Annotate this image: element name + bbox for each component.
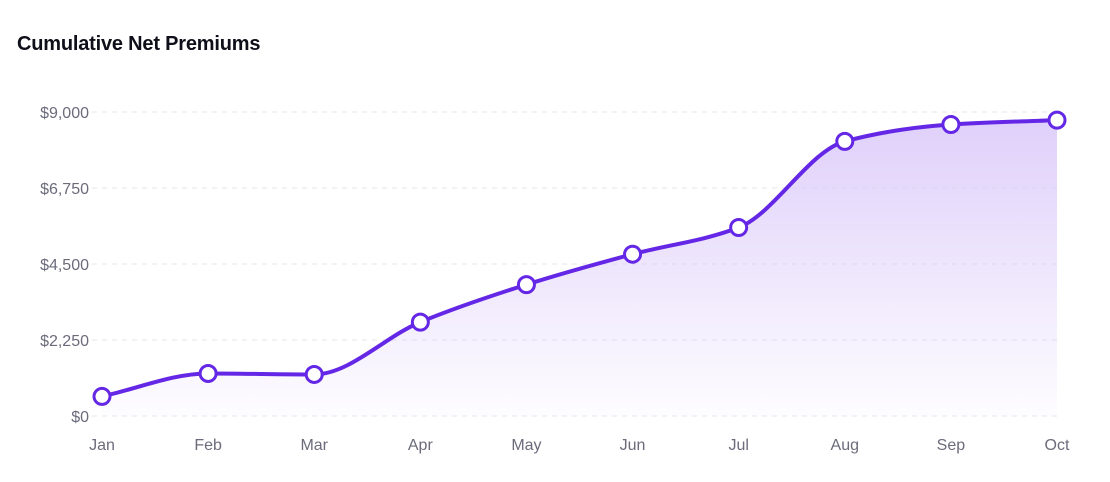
y-tick-label: $2,250 [40, 333, 89, 350]
y-tick-label: $6,750 [40, 181, 89, 198]
x-tick-label: Mar [300, 437, 328, 454]
area-fill [102, 120, 1057, 417]
y-tick-label: $4,500 [40, 257, 89, 274]
data-point-jan[interactable] [92, 386, 112, 406]
y-tick-label: $9,000 [40, 105, 89, 122]
chart-title: Cumulative Net Premiums [17, 33, 261, 55]
x-tick-label: Aug [831, 437, 859, 454]
x-tick-label: Jan [89, 437, 115, 454]
data-point-feb[interactable] [198, 363, 218, 383]
data-point-aug[interactable] [835, 131, 855, 151]
data-point-may[interactable] [516, 275, 536, 295]
y-tick-label: $0 [71, 409, 89, 426]
x-tick-label: Jun [620, 437, 646, 454]
x-tick-label: Sep [937, 437, 966, 454]
x-axis-labels: Jan Feb Mar Apr May Jun Jul Aug Sep Oct [89, 437, 1070, 454]
data-points [92, 110, 1067, 406]
y-axis-labels: $0 $2,250 $4,500 $6,750 $9,000 [40, 105, 89, 426]
data-point-apr[interactable] [410, 312, 430, 332]
x-tick-label: May [511, 437, 541, 454]
data-point-mar[interactable] [304, 364, 324, 384]
data-point-jun[interactable] [623, 244, 643, 264]
x-tick-label: Feb [194, 437, 222, 454]
data-point-sep[interactable] [941, 114, 961, 134]
data-point-oct[interactable] [1047, 110, 1067, 130]
x-tick-label: Jul [728, 437, 748, 454]
series-line [100, 118, 1059, 399]
data-point-jul[interactable] [729, 218, 749, 238]
x-tick-label: Apr [408, 437, 434, 454]
x-tick-label: Oct [1045, 437, 1070, 454]
